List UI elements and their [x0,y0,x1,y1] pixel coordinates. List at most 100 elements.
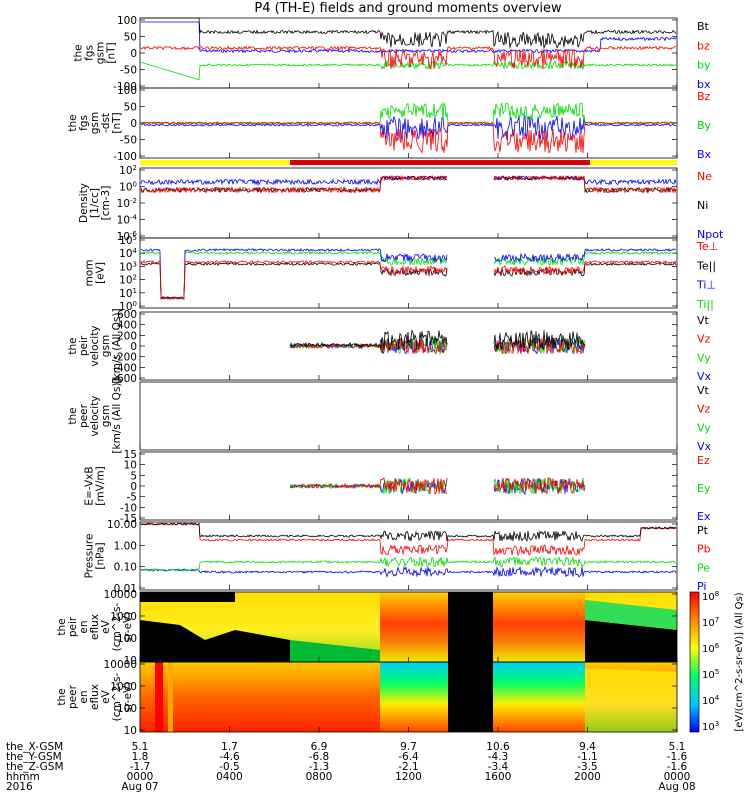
footer-value: -1.3 [309,761,330,773]
y-tick-label: 0.10 [114,562,137,574]
footer-value: 9.4 [579,741,596,753]
peir-spectrogram [140,592,677,662]
y-axis-label: gsm [100,335,112,357]
y-tick-label: 10.00 [107,519,137,531]
series-bz [140,45,677,71]
y-tick-label: -50 [120,65,137,77]
y-tick-label: -50 [120,135,137,147]
legend-Ne: Ne [697,170,712,183]
legend-Npot: Npot [697,228,724,241]
legend-Te⊥: Te⊥ [696,240,718,253]
y-tick-label: 1000 [110,681,137,693]
y-axis-label: -dst [100,113,112,133]
y-tick-label: 10 [124,460,137,472]
colorbar-tick-label: 103 [702,720,719,733]
footer-value: -1.7 [130,761,151,773]
colorbar-tick-label: 107 [702,616,719,629]
legend-Bt: Bt [697,20,710,33]
y-tick-label: 50 [124,32,137,44]
footer-row-label: the_Z-GSM [6,761,64,773]
y-tick-label: 102 [119,274,137,287]
y-axis-label: gsm [100,405,112,427]
y-axis-label: en [78,690,90,703]
legend-Vy: Vy [697,351,711,364]
y-axis-label: fgs [78,115,90,131]
panel-frame [139,521,678,591]
y-tick-label: -400 [113,362,137,374]
y-tick-label: 200 [117,330,137,342]
y-tick-label: 0 [130,341,137,353]
series-Te|| [140,262,448,300]
footer-value: 1200 [395,771,422,783]
peer-spectrogram [140,662,677,732]
y-axis-label: the [67,114,79,131]
footer-value: 9.7 [400,741,417,753]
footer-value: 1.8 [132,751,149,763]
footer-value: 1.7 [221,741,238,753]
y-axis-label: [km/s (All Qs)] [111,308,123,383]
legend-Pt: Pt [697,524,709,537]
y-tick-label: -600 [113,373,137,385]
series-Ne [493,174,677,194]
legend-Vx: Vx [697,440,712,453]
y-axis-label: the [56,618,68,635]
y-tick-label: 105 [119,234,137,247]
y-axis-label: [nT] [111,112,123,133]
legend-bz: bz [697,39,710,52]
series-Pb [140,522,677,557]
footer-row-label: hhmm [6,771,40,783]
y-tick-label: -15 [120,513,137,525]
footer-row-label: 2016 [6,781,33,793]
y-tick-label: 10000 [104,659,137,671]
y-axis-label: sr-eV) [122,682,134,713]
panel-peer_en_eflux: 10000 1000 100 10 the peer en eflux eV (cm^2-s-sr… [56,659,678,737]
panel-density: 102 100 10-2 10-4 10-6 Density [1/cc] [cm-3] Ne N… [78,164,724,243]
series-Ez [289,477,447,495]
y-axis-label: Density [78,183,90,223]
y-axis-label: velocity [89,395,101,436]
y-tick-label: -100 [113,81,137,93]
series-by [140,59,677,81]
y-axis-label: gsm [95,42,107,64]
y-tick-label: 101 [119,287,137,300]
panel-fgs_gsm: 100 50 0 -50 -100 the fgs gsm [nT] Bt bz by bx [73,15,711,93]
footer-row-label: the_X-GSM [6,741,63,753]
series-Te⊥ [140,259,448,300]
series-Vt [289,329,448,351]
y-tick-label: 100 [119,181,137,194]
series-Vz [493,337,586,355]
legend-Pe: Pe [697,561,710,574]
footer-value: 2000 [574,771,601,783]
series-Ti|| [140,251,448,300]
y-tick-label: 104 [119,247,137,260]
y-axis-label: E=-VxB [84,466,96,505]
footer-value: 0400 [216,771,243,783]
series-Pe [140,555,677,572]
panel-frame [139,237,678,309]
series-Ti⊥ [140,248,448,301]
panel-frame [139,17,678,89]
legend-by: by [697,59,711,72]
series-Pi [140,565,677,578]
series-Pt [140,522,677,542]
footer-value: 5.1 [669,741,686,753]
y-tick-label: 5 [130,470,137,482]
y-axis-label: [km/s (All Qs)] [111,378,123,453]
legend-Ex: Ex [697,510,711,523]
y-axis-label: velocity [89,325,101,366]
y-tick-label: -10 [120,502,137,514]
y-axis-label: fgs [84,45,96,61]
colorbar-tick-label: 105 [702,668,719,681]
footer-value: -2.1 [398,761,419,773]
legend-By: By [697,119,712,132]
legend-Vz: Vz [697,403,711,416]
y-tick-label: 10000 [104,589,137,601]
y-tick-label: -5 [127,492,137,504]
figure-title: P4 (TH-E) fields and ground moments over… [254,1,562,16]
y-tick-label: 100 [117,15,137,27]
footer-value: 5.1 [132,741,149,753]
y-tick-label: 400 [117,320,137,332]
